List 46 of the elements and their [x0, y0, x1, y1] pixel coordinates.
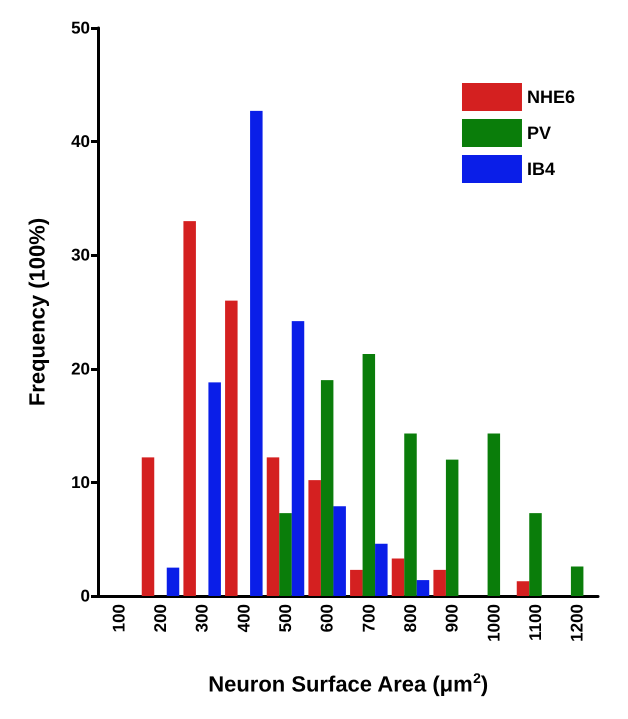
y-tick-label: 40: [71, 132, 90, 152]
bar: [416, 580, 430, 596]
x-tick-label: 500: [276, 604, 295, 632]
x-tick-label: 1100: [526, 604, 545, 641]
legend-label: PV: [526, 123, 551, 143]
y-tick-label: 50: [71, 18, 90, 38]
bar: [392, 558, 404, 596]
x-tick-label: 800: [401, 604, 420, 632]
y-tick-label: 0: [80, 586, 90, 606]
bar: [266, 457, 280, 596]
bar: [404, 434, 417, 596]
y-tick-label: 30: [71, 246, 90, 265]
y-axis-title: Frequency (100%): [24, 218, 50, 406]
bar: [362, 354, 376, 596]
x-tick-label: 400: [234, 604, 254, 632]
bar: [446, 460, 458, 596]
bar: [320, 380, 334, 596]
x-tick-label: 100: [109, 604, 128, 632]
bar: [279, 513, 292, 596]
bar: [375, 544, 388, 596]
y-tick-label: 20: [71, 359, 90, 378]
x-tick-label: 900: [442, 604, 462, 632]
bar: [516, 581, 530, 596]
bar: [333, 506, 346, 596]
bar: [225, 300, 238, 596]
bar: [433, 570, 446, 596]
bar: [208, 382, 221, 596]
bar: [292, 321, 304, 596]
legend-label: IB4: [526, 159, 555, 179]
x-tick-label: 600: [318, 604, 337, 632]
bar: [350, 570, 363, 596]
bar: [142, 457, 154, 596]
bar: [308, 480, 321, 596]
x-tick-label: 200: [151, 604, 170, 632]
bar: [529, 513, 542, 596]
bar: [570, 566, 584, 596]
bar: [250, 110, 263, 596]
x-tick-label: 1000: [484, 604, 504, 642]
bar: [166, 568, 180, 596]
bar: [183, 221, 196, 596]
x-tick-label: 700: [359, 604, 378, 632]
y-tick-label: 10: [71, 472, 90, 492]
bar: [488, 434, 500, 596]
x-tick-label: 300: [192, 604, 212, 632]
x-tick-label: 1200: [568, 604, 587, 642]
legend-label: NHE6: [526, 87, 575, 107]
